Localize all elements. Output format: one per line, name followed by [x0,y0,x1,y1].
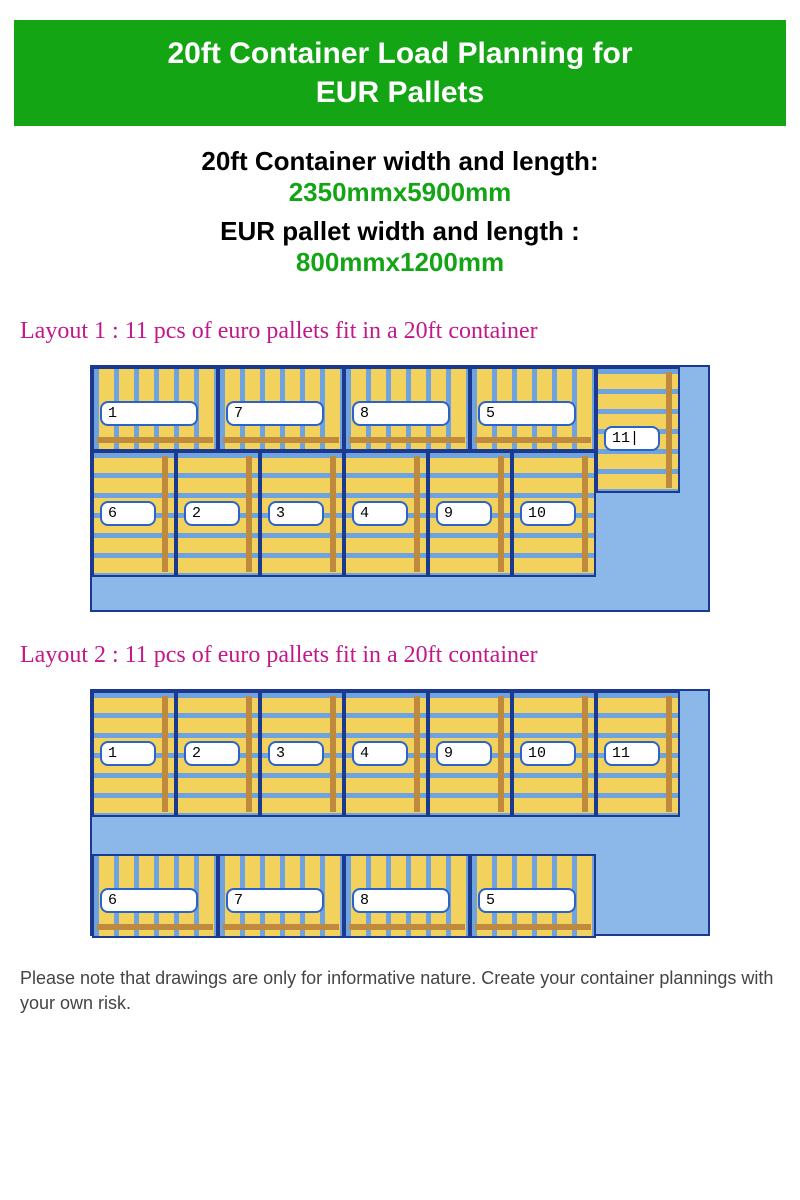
pallet: 3 [260,691,344,817]
pallet-label: 9 [436,501,492,526]
pallet: 1 [92,691,176,817]
pallet: 7 [218,854,344,938]
pallet: 9 [428,691,512,817]
container-diagram-2: 1 2 3 4 9 10 11 6 7 8 5 [90,689,710,936]
pallet-label: 11 [604,741,660,766]
pallet: 2 [176,451,260,577]
pallet-label: 2 [184,501,240,526]
pallet: 3 [260,451,344,577]
pallet: 11| [596,367,680,493]
pallet: 5 [470,854,596,938]
layout-title-1: Layout 1 : 11 pcs of euro pallets fit in… [20,318,786,345]
pallet: 10 [512,691,596,817]
pallet: 9 [428,451,512,577]
container-dim-label: 20ft Container width and length: [14,146,786,177]
pallet-label: 8 [352,401,450,426]
layouts-root: Layout 1 : 11 pcs of euro pallets fit in… [14,318,786,936]
title-banner: 20ft Container Load Planning for EUR Pal… [14,20,786,126]
pallet: 6 [92,451,176,577]
pallet-label: 4 [352,501,408,526]
pallet-label: 5 [478,401,576,426]
container-dim-value: 2350mmx5900mm [14,177,786,208]
pallet: 4 [344,451,428,577]
pallet: 6 [92,854,218,938]
pallet-label: 3 [268,741,324,766]
pallet-dim-label: EUR pallet width and length : [14,216,786,247]
pallet-label: 8 [352,888,450,913]
pallet-label: 5 [478,888,576,913]
pallet-label: 10 [520,501,576,526]
pallet-label: 10 [520,741,576,766]
dimensions-block: 20ft Container width and length: 2350mmx… [14,146,786,278]
footnote: Please note that drawings are only for i… [14,966,786,1016]
pallet-label: 3 [268,501,324,526]
pallet: 8 [344,854,470,938]
pallet: 11 [596,691,680,817]
pallet-label: 1 [100,401,198,426]
pallet: 2 [176,691,260,817]
pallet: 7 [218,367,344,451]
layout-title-2: Layout 2 : 11 pcs of euro pallets fit in… [20,642,786,669]
title-line-2: EUR Pallets [24,73,776,112]
pallet: 8 [344,367,470,451]
pallet-label: 1 [100,741,156,766]
pallet: 1 [92,367,218,451]
pallet-label: 6 [100,888,198,913]
pallet: 10 [512,451,596,577]
pallet-label: 4 [352,741,408,766]
page: 20ft Container Load Planning for EUR Pal… [0,0,800,1036]
pallet-dim-value: 800mmx1200mm [14,247,786,278]
pallet: 5 [470,367,596,451]
pallet-label: 7 [226,401,324,426]
pallet-label: 7 [226,888,324,913]
pallet-label: 2 [184,741,240,766]
pallet-label: 11| [604,426,660,451]
container-diagram-1: 1 7 8 5 11| 6 2 3 4 9 10 [90,365,710,612]
pallet-label: 6 [100,501,156,526]
pallet: 4 [344,691,428,817]
title-line-1: 20ft Container Load Planning for [24,34,776,73]
pallet-label: 9 [436,741,492,766]
